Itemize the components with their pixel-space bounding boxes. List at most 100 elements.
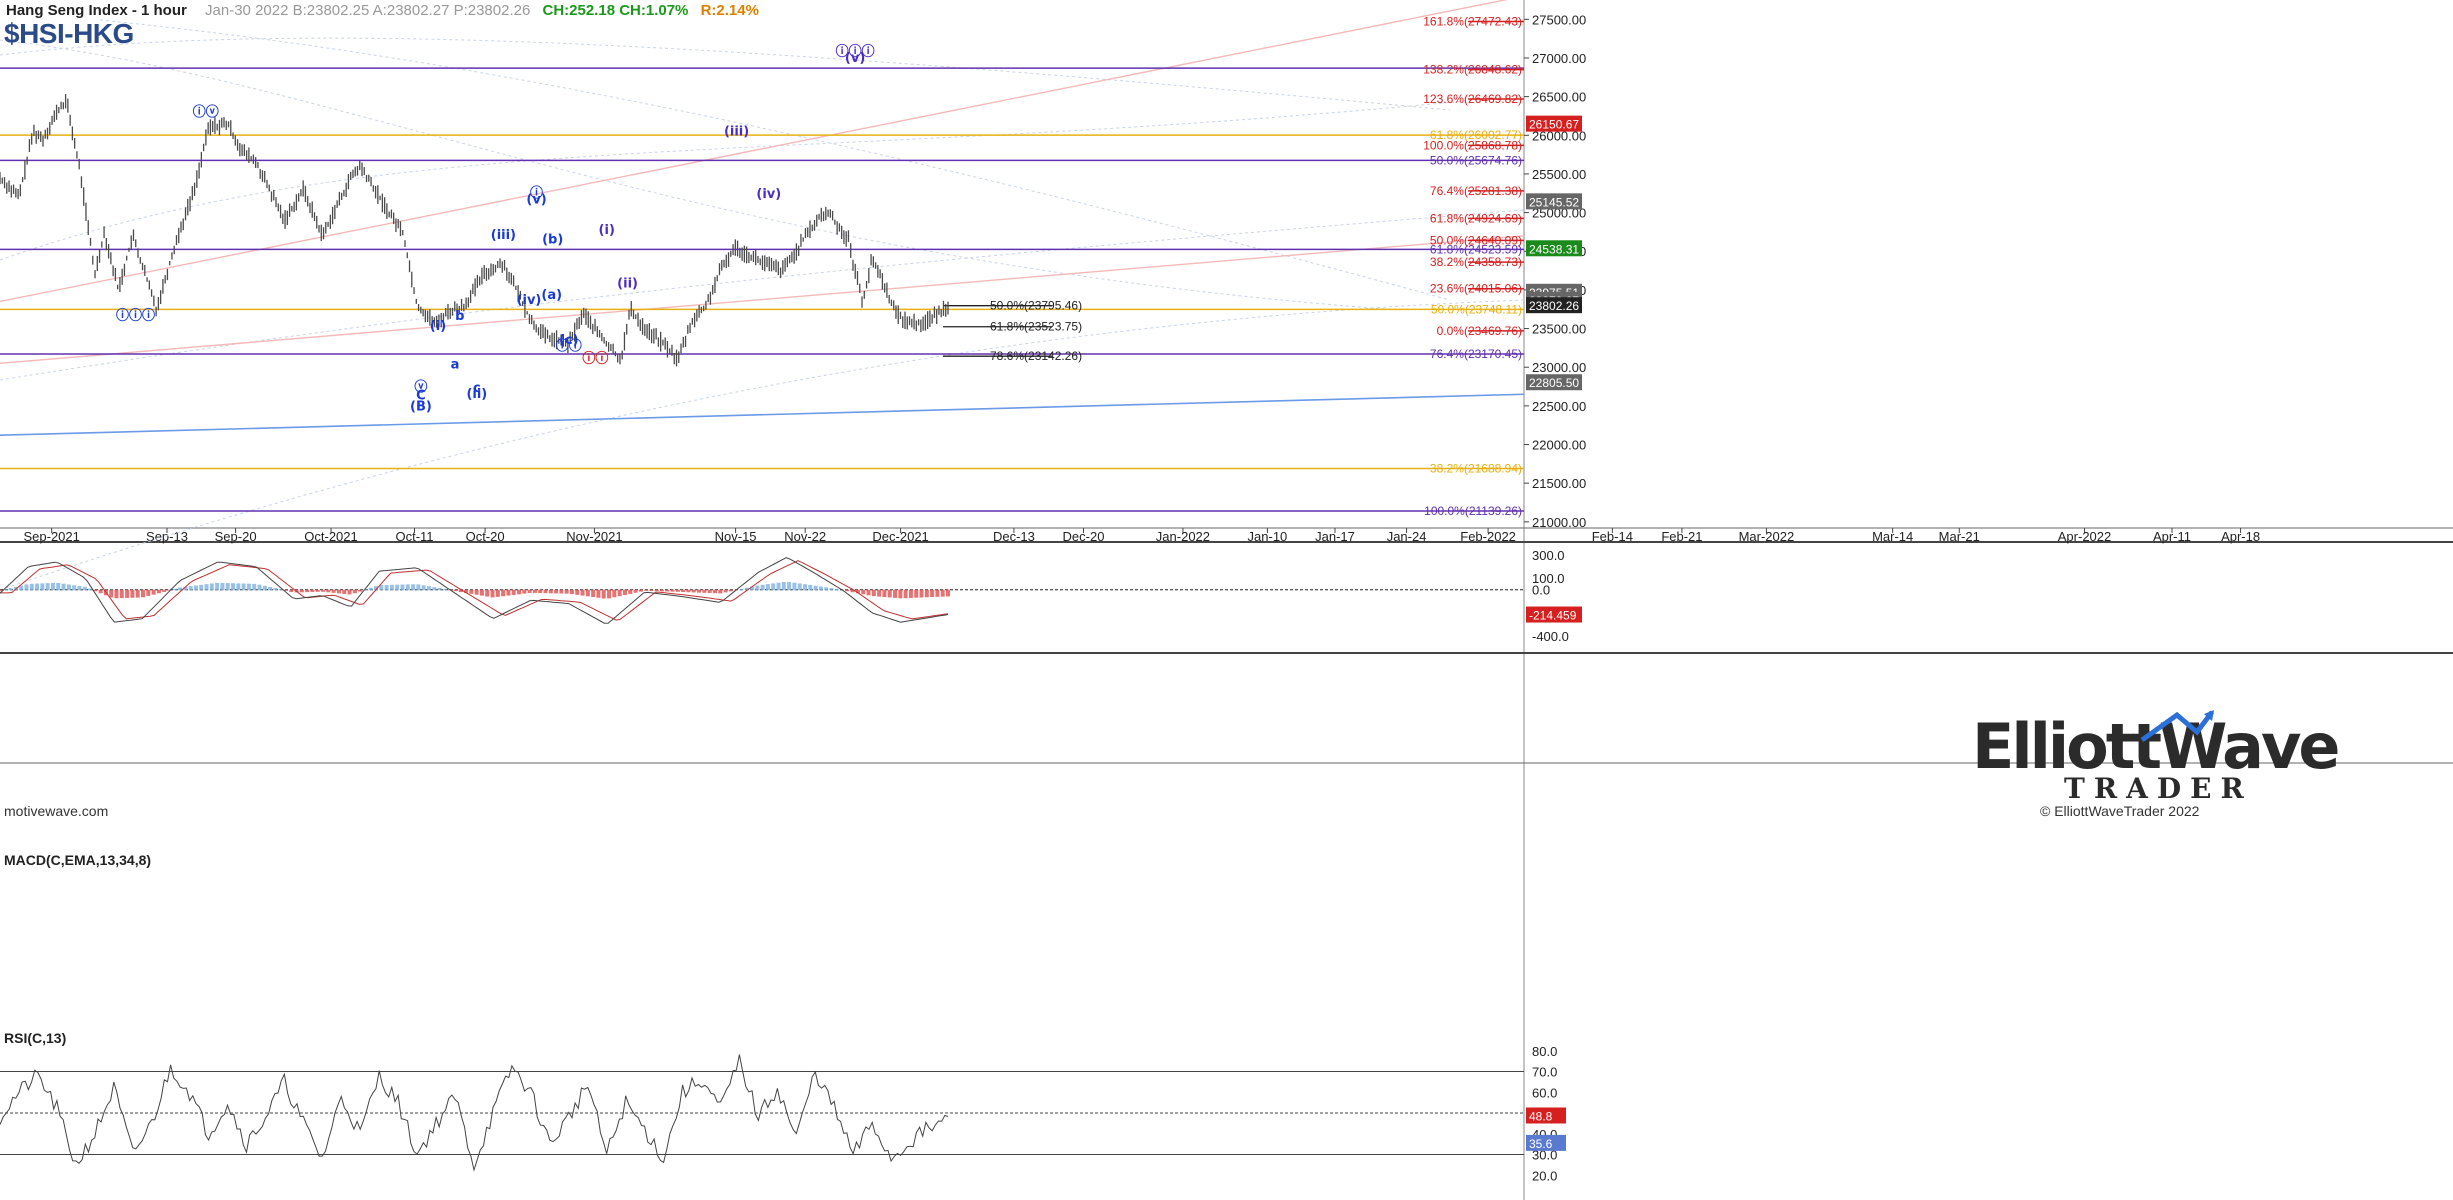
macd-histogram-bar [622, 589, 627, 596]
macd-histogram-bar [569, 589, 574, 595]
macd-histogram-bar [352, 589, 357, 594]
macd-histogram-bar [882, 589, 887, 598]
x-tick-label: Jan-2022 [1156, 529, 1210, 544]
rsi-line [0, 1054, 949, 1172]
purple-fib-label: 100.0%(21139.26) [1424, 504, 1522, 518]
macd-histogram-bar [220, 582, 225, 591]
macd-histogram-bar [193, 585, 198, 591]
logo-line1: ElliottWave [1972, 710, 2340, 783]
macd-histogram-bar [305, 589, 310, 593]
macd-histogram-bar [374, 586, 379, 591]
macd-histogram-bar [172, 588, 177, 591]
price-tag-label: 25145.52 [1529, 195, 1579, 209]
purple-fib-label: 76.4%(23170.45) [1430, 347, 1522, 361]
wave-label: (v) [845, 51, 865, 66]
wave-label: ⓘ [530, 185, 543, 201]
macd-histogram-bar [368, 587, 373, 591]
macd-histogram-bar [776, 582, 781, 591]
macd-histogram-bar [903, 589, 908, 599]
macd-histogram-bar [400, 584, 405, 591]
y-tick-label: 22000.00 [1532, 438, 1586, 453]
macd-histogram-bar [109, 589, 114, 598]
macd-histogram-bar [289, 589, 294, 592]
wave-label: ⓘⓘⓘ [836, 44, 875, 60]
macd-histogram-bar [389, 584, 394, 591]
y-tick-label: 21000.00 [1532, 515, 1586, 530]
red-fib-label: 50.0%(24640.09) [1430, 233, 1522, 247]
price-tag [1526, 193, 1582, 210]
macd-tick-label: -400.0 [1532, 629, 1569, 644]
macd-histogram-bar [262, 585, 267, 591]
macd-histogram-bar [474, 589, 479, 595]
y-tick-label: 25500.00 [1532, 167, 1586, 182]
macd-histogram-bar [723, 589, 728, 593]
rsi-value-label: 48.8 [1529, 1109, 1553, 1123]
macd-histogram-bar [405, 584, 410, 591]
rsi-tick-label: 80.0 [1532, 1044, 1557, 1059]
macd-histogram-bar [675, 589, 680, 592]
x-tick-label: Feb-14 [1592, 529, 1633, 544]
gold-fib-label: 61.8%(26002.77) [1430, 128, 1522, 142]
macd-histogram-bar [707, 589, 712, 594]
macd-histogram-bar [808, 584, 813, 591]
macd-histogram-bar [29, 583, 34, 591]
macd-histogram-bar [204, 584, 209, 591]
wave-label: (a) [541, 288, 562, 303]
wave-label: b [455, 309, 464, 324]
wave-label: (iii) [724, 124, 749, 139]
macd-histogram-bar [781, 582, 786, 591]
black-fib-label: 50.0%(23795.46) [990, 299, 1082, 313]
macd-histogram-bar [395, 584, 400, 591]
macd-histogram-bar [591, 589, 596, 598]
macd-histogram-bar [792, 582, 797, 591]
macd-histogram-bar [861, 589, 866, 595]
price-tag-label: 26150.67 [1529, 118, 1579, 132]
macd-histogram-bar [681, 589, 686, 592]
rsi-tick-label: 70.0 [1532, 1065, 1557, 1080]
logo-line2: TRADER [2064, 772, 2253, 805]
price-tag [1526, 374, 1582, 391]
macd-histogram-bar [517, 589, 522, 595]
macd-histogram-bar [464, 589, 469, 593]
macd-histogram-bar [125, 589, 130, 598]
x-tick-label: Sep-13 [146, 529, 188, 544]
macd-histogram-bar [146, 589, 151, 596]
x-tick-label: Jan-24 [1387, 529, 1427, 544]
site-label: motivewave.com [4, 803, 109, 819]
macd-histogram-bar [654, 589, 659, 592]
macd-histogram-bar [580, 589, 585, 596]
trend-line-blue [0, 393, 1525, 437]
macd-histogram-bar [188, 586, 193, 591]
y-tick-label: 23000.00 [1532, 360, 1586, 375]
macd-histogram-bar [140, 589, 145, 598]
wave-label: (ii) [466, 387, 487, 402]
macd-histogram-bar [750, 586, 755, 591]
macd-histogram-bar [411, 584, 416, 591]
x-tick-label: Mar-2022 [1739, 529, 1795, 544]
rsi-title: RSI(C,13) [4, 1030, 67, 1046]
trend-line-red [0, 0, 1509, 303]
macd-histogram-bar [924, 589, 929, 598]
macd-histogram-bar [421, 585, 426, 591]
gold-fib-label: 50.0%(23748.11) [1431, 302, 1522, 316]
macd-histogram-bar [665, 589, 670, 592]
macd-histogram-bar [0, 589, 2, 592]
wave-label: c [473, 381, 481, 396]
macd-histogram-bar [697, 589, 702, 593]
macd-histogram-bar [649, 589, 654, 592]
symbol-label: $HSI-HKG [4, 18, 134, 49]
macd-histogram-bar [130, 589, 135, 598]
macd-histogram-bar [384, 584, 389, 591]
x-tick-label: Dec-20 [1063, 529, 1105, 544]
price-tag [1526, 297, 1582, 314]
macd-histogram-bar [824, 587, 829, 591]
red-fib-label: 0.0%(23469.76) [1437, 324, 1522, 338]
channel-arc [0, 39, 1401, 311]
y-tick-label: 26500.00 [1532, 90, 1586, 105]
macd-histogram-bar [543, 589, 548, 594]
macd-histogram-bar [331, 589, 336, 593]
x-tick-label: Apr-18 [2221, 529, 2260, 544]
red-fib-label: 38.2%(24358.73) [1430, 255, 1522, 269]
rsi-value-label: 35.6 [1529, 1137, 1553, 1151]
